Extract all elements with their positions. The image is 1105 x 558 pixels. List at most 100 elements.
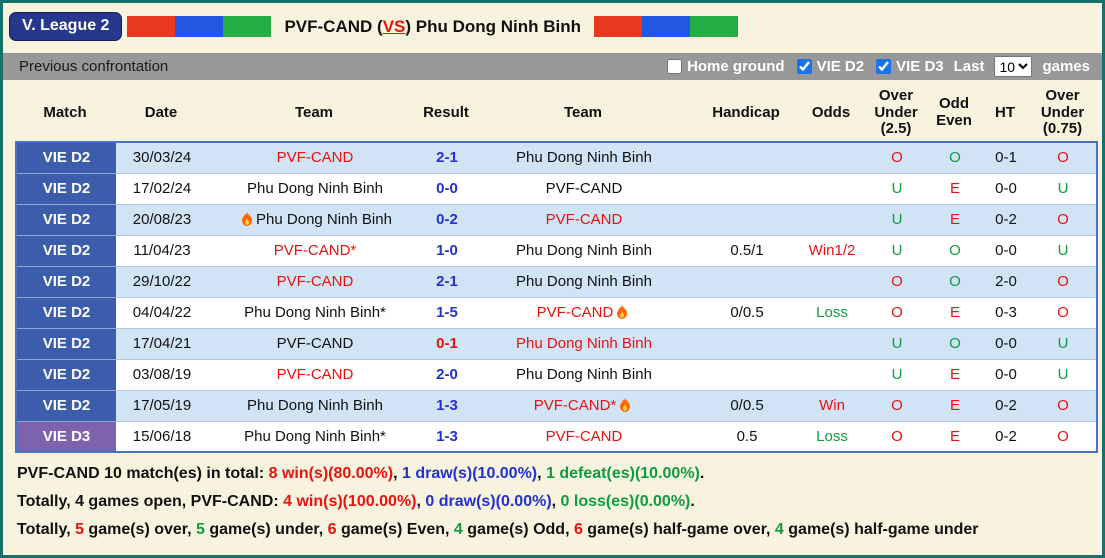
odd-even-cell: O <box>928 142 982 174</box>
vs-paren-close: ) <box>405 16 412 36</box>
last-games-select[interactable]: 10 <box>994 56 1033 77</box>
away-team-cell: PVF-CAND <box>472 297 696 329</box>
odds-cell <box>798 359 866 391</box>
last-label: Last <box>953 58 985 75</box>
games-label: games <box>1042 58 1090 75</box>
ht-cell: 0-2 <box>982 390 1030 422</box>
away-team-cell: PVF-CAND <box>472 421 696 452</box>
summary-line: Totally, 5 game(s) over, 5 game(s) under… <box>17 516 1102 544</box>
filter-checkbox-vie-d3[interactable]: VIE D3 <box>876 58 944 75</box>
column-header: Date <box>144 103 178 121</box>
date-cell: 20/08/23 <box>116 204 208 236</box>
summary-segment: , <box>393 465 402 482</box>
home-team-cell: Phu Dong Ninh Binh <box>208 173 422 205</box>
home-team-cell: PVF-CAND* <box>208 235 422 267</box>
column-header: Match <box>43 103 87 121</box>
over-under-25-cell: U <box>866 359 928 391</box>
flag-block <box>223 16 272 37</box>
handicap-cell: 0.5 <box>736 427 758 445</box>
date-cell: 15/06/18 <box>132 427 192 445</box>
away-team-cell: Phu Dong Ninh Binh <box>472 235 696 267</box>
table-section: Match Date Team Result Team Handicap Odds Over … <box>15 85 1098 453</box>
result-cell: 0-1 <box>422 328 472 360</box>
ht-cell: 0-0 <box>982 328 1030 360</box>
date-cell: 17/04/21 <box>116 328 208 360</box>
home-team-cell: Phu Dong Ninh Binh* <box>208 297 422 329</box>
summary-segment: . <box>699 465 705 482</box>
odds-cell: Win1/2 <box>798 235 866 267</box>
odds-cell <box>798 204 866 236</box>
handicap-cell: 0/0.5 <box>696 390 798 422</box>
vs-paren-open: ( <box>377 16 383 36</box>
result-cell: 2-1 <box>422 142 472 174</box>
summary-segment: 6 <box>327 521 337 538</box>
date-cell: 11/04/23 <box>116 235 208 267</box>
match-row: VIE D2 11/04/23 PVF-CAND* 1-0 Phu Dong Ninh … <box>16 235 1097 267</box>
over-under-25-cell: O <box>891 427 903 445</box>
summary-segment: 5 <box>75 521 84 538</box>
odds-cell <box>798 328 866 360</box>
summary-segment: 4 win(s)(100.00%) <box>283 493 417 510</box>
header-row: Match Date Team Result Team Handicap Odds Over … <box>15 85 1096 141</box>
odds-cell <box>798 266 866 298</box>
match-row: VIE D2 29/10/22 PVF-CAND 2-1 Phu Dong Ninh B… <box>16 266 1097 298</box>
odd-even-cell: E <box>928 204 982 236</box>
date-cell: 04/04/22 <box>116 297 208 329</box>
over-under-25-cell: O <box>866 142 928 174</box>
league-badge: V. League 2 <box>9 12 123 41</box>
over-under-075-cell: O <box>1030 297 1097 329</box>
match-row: VIE D2 17/05/19 Phu Dong Ninh Binh 1-3 PVF-C… <box>16 390 1097 422</box>
home-team-cell: PVF-CAND <box>208 359 422 391</box>
checkbox-input[interactable] <box>796 59 812 74</box>
summary-segment: 1 draw(s)(10.00%) <box>401 465 538 482</box>
checkbox-input[interactable] <box>876 59 892 74</box>
odd-even-cell: O <box>928 235 982 267</box>
column-header: Team <box>563 103 603 121</box>
summary-segment: 4 <box>453 521 463 538</box>
match-league-cell: VIE D2 <box>16 328 116 360</box>
handicap-cell <box>696 266 798 298</box>
summary-segment: , <box>537 465 547 482</box>
team-name: PVF-CAND <box>545 427 623 445</box>
filter-bar: Previous confrontation Home ground VIE D2… <box>3 53 1102 80</box>
team-name: PVF-CAND <box>276 273 354 290</box>
ht-cell: 0-0 <box>982 173 1030 205</box>
team-name: Phu Dong Ninh Binh <box>516 335 652 352</box>
date-cell: 17/05/19 <box>116 390 208 422</box>
team-name: PVF-CAND <box>276 149 354 167</box>
column-header: Over Under (0.75) <box>1040 86 1085 138</box>
odds-cell: Win <box>798 390 866 422</box>
over-under-25-cell: O <box>866 297 928 329</box>
summary-segment: game(s) Odd, <box>462 521 574 538</box>
summary-segment: PVF-CAND 10 match(es) in total: <box>17 465 269 482</box>
match-row: VIE D2 17/02/24 Phu Dong Ninh Binh 0-0 PVF-C… <box>16 173 1097 205</box>
over-under-075-cell: O <box>1030 266 1097 298</box>
match-league-cell: VIE D2 <box>16 266 116 298</box>
over-under-25-cell: U <box>866 204 928 236</box>
over-under-25-cell: U <box>866 173 928 205</box>
filter-checkbox-vie-d2[interactable]: VIE D2 <box>796 58 864 75</box>
summary-segment: 8 win(s)(80.00%) <box>268 465 394 482</box>
odd-even-cell: E <box>928 359 982 391</box>
odd-even-cell: E <box>928 390 982 422</box>
page-title: PVF-CAND (VS) Phu Dong Ninh Binh <box>284 17 581 37</box>
checkbox-input[interactable] <box>667 59 683 74</box>
filter-checkboxes: Home ground VIE D2 VIE D3 <box>667 58 944 75</box>
filter-checkbox-home-ground[interactable]: Home ground <box>667 58 785 75</box>
odd-even-cell: E <box>928 173 982 205</box>
result-cell: 2-0 <box>422 359 472 391</box>
team-name: Phu Dong Ninh Binh* <box>244 304 386 321</box>
fire-icon <box>616 305 628 319</box>
odd-even-cell: O <box>928 266 982 298</box>
over-under-075-cell: O <box>1030 390 1097 422</box>
section-title: Previous confrontation <box>19 58 169 75</box>
match-league-cell: VIE D2 <box>16 390 116 422</box>
summary-segment: game(s) half-game under <box>783 521 979 538</box>
team-name: PVF-CAND <box>545 211 623 228</box>
home-team-cell: Phu Dong Ninh Binh <box>208 390 422 422</box>
home-team-cell: PVF-CAND <box>208 266 422 298</box>
result-cell: 1-5 <box>422 297 472 329</box>
over-under-075-cell: U <box>1030 328 1097 360</box>
team-name: Phu Dong Ninh Binh <box>516 366 652 383</box>
summary-segment: game(s) Even, <box>336 521 454 538</box>
